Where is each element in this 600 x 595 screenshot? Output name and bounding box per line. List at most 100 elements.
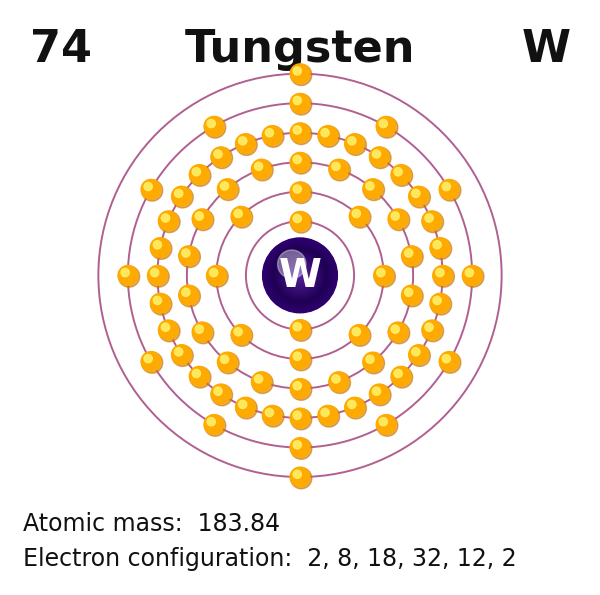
Circle shape <box>290 212 312 233</box>
Circle shape <box>277 252 323 299</box>
Circle shape <box>251 159 271 179</box>
Circle shape <box>290 378 310 398</box>
Circle shape <box>425 323 433 331</box>
Circle shape <box>363 179 383 199</box>
Circle shape <box>321 129 329 137</box>
Circle shape <box>363 179 385 201</box>
Circle shape <box>271 247 329 304</box>
Circle shape <box>204 415 224 434</box>
Circle shape <box>363 352 383 372</box>
Circle shape <box>268 243 332 308</box>
Circle shape <box>278 253 322 298</box>
Circle shape <box>409 345 428 365</box>
Circle shape <box>288 264 312 287</box>
Circle shape <box>193 209 214 231</box>
Circle shape <box>290 93 310 113</box>
Circle shape <box>231 206 251 226</box>
Circle shape <box>265 129 274 137</box>
Circle shape <box>209 268 218 277</box>
Circle shape <box>263 126 284 148</box>
Circle shape <box>207 418 215 426</box>
Circle shape <box>204 117 224 136</box>
Circle shape <box>153 296 161 305</box>
Circle shape <box>211 148 233 168</box>
Circle shape <box>159 321 180 342</box>
Circle shape <box>236 397 255 417</box>
Circle shape <box>332 162 340 170</box>
Circle shape <box>391 367 413 388</box>
Circle shape <box>290 379 312 400</box>
Circle shape <box>205 415 226 436</box>
Circle shape <box>293 381 301 390</box>
Circle shape <box>290 123 312 145</box>
Circle shape <box>220 182 229 190</box>
Circle shape <box>172 345 193 367</box>
Circle shape <box>151 238 172 259</box>
Circle shape <box>440 352 461 373</box>
Circle shape <box>439 352 459 371</box>
Circle shape <box>296 272 304 279</box>
Circle shape <box>278 253 322 297</box>
Circle shape <box>284 260 316 291</box>
Circle shape <box>290 182 310 202</box>
Circle shape <box>290 152 310 172</box>
Circle shape <box>264 239 336 312</box>
Circle shape <box>293 352 301 361</box>
Circle shape <box>370 384 389 404</box>
Circle shape <box>151 268 159 277</box>
Circle shape <box>401 285 421 305</box>
Circle shape <box>144 183 152 190</box>
Circle shape <box>370 148 391 168</box>
Circle shape <box>217 352 237 372</box>
Circle shape <box>389 209 410 231</box>
Circle shape <box>289 265 311 286</box>
Text: Tungsten: Tungsten <box>185 27 415 71</box>
Circle shape <box>363 353 385 374</box>
Circle shape <box>439 180 459 199</box>
Circle shape <box>376 117 396 136</box>
Circle shape <box>422 211 442 231</box>
Circle shape <box>290 438 310 458</box>
Circle shape <box>376 415 396 434</box>
Circle shape <box>293 411 301 419</box>
Circle shape <box>236 134 255 154</box>
Circle shape <box>290 408 310 428</box>
Circle shape <box>409 345 430 367</box>
Circle shape <box>172 345 191 365</box>
Circle shape <box>290 320 312 342</box>
Circle shape <box>214 150 222 158</box>
Circle shape <box>401 246 421 265</box>
Circle shape <box>150 293 170 313</box>
Circle shape <box>345 134 364 154</box>
Circle shape <box>293 67 301 75</box>
Circle shape <box>290 265 310 286</box>
Circle shape <box>412 347 420 356</box>
Circle shape <box>292 267 308 283</box>
Circle shape <box>374 266 395 287</box>
Circle shape <box>217 179 237 199</box>
Circle shape <box>290 153 312 174</box>
Circle shape <box>319 126 340 148</box>
Circle shape <box>251 372 271 392</box>
Circle shape <box>345 397 364 417</box>
Circle shape <box>190 367 211 388</box>
Circle shape <box>352 328 361 336</box>
Circle shape <box>430 238 450 258</box>
Circle shape <box>232 207 253 228</box>
Circle shape <box>285 261 315 290</box>
Circle shape <box>297 273 303 278</box>
Circle shape <box>287 263 313 288</box>
Circle shape <box>290 468 312 489</box>
Circle shape <box>293 441 301 449</box>
Circle shape <box>290 182 312 203</box>
Circle shape <box>161 323 170 331</box>
Circle shape <box>345 134 367 155</box>
Circle shape <box>293 470 301 478</box>
Circle shape <box>262 126 282 145</box>
Circle shape <box>318 126 338 145</box>
Circle shape <box>263 406 284 427</box>
Circle shape <box>290 349 310 369</box>
Circle shape <box>370 384 391 406</box>
Circle shape <box>265 240 335 310</box>
Circle shape <box>377 415 398 436</box>
